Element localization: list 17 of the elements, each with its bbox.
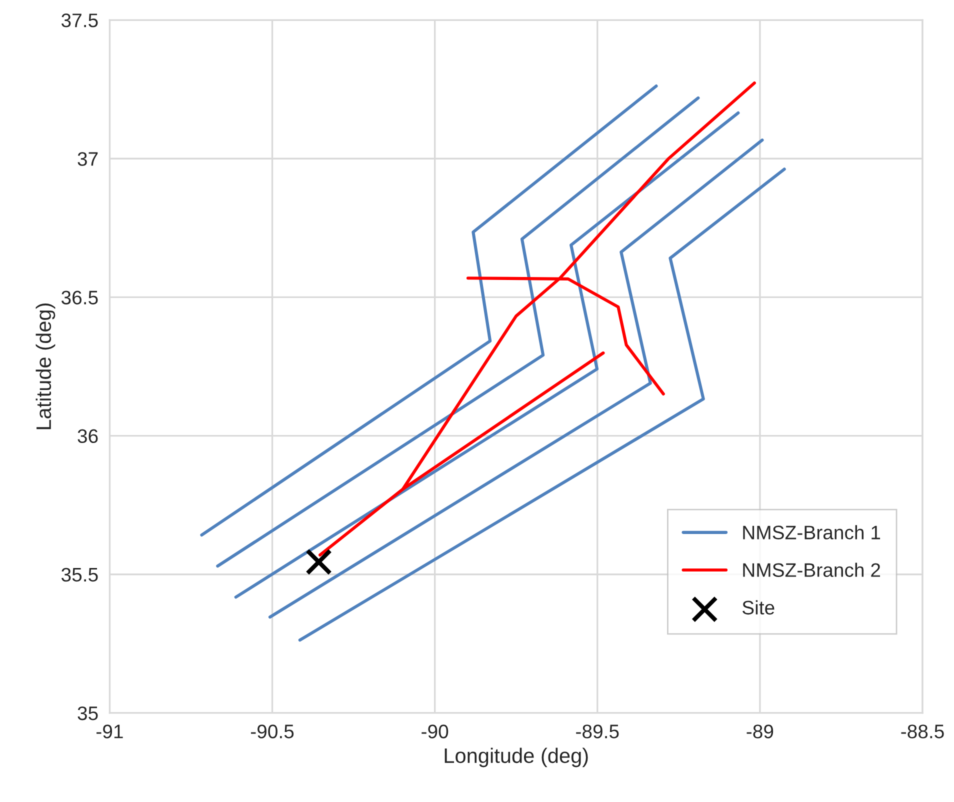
y-tick-label: 35.5: [62, 568, 98, 582]
legend-label: Site: [742, 600, 774, 615]
legend-label: NMSZ-Branch 1: [743, 525, 880, 540]
x-tick-label: -90.5: [250, 724, 294, 738]
y-tick-label: 37.5: [62, 14, 98, 28]
x-tick-label: -90: [422, 724, 448, 738]
y-tick-label: 37: [78, 152, 98, 166]
x-tick-label: -88.5: [901, 724, 944, 738]
legend-label: NMSZ-Branch 2: [743, 562, 880, 577]
x-tick-label: -89: [746, 724, 774, 738]
y-axis-title: Latitude (deg): [36, 304, 56, 430]
x-tick-label: -91: [96, 724, 123, 738]
x-axis-title: Longitude (deg): [444, 748, 588, 768]
y-tick-label: 36.5: [62, 290, 98, 304]
y-tick-label: 36: [78, 429, 98, 444]
y-tick-label: 35: [78, 706, 98, 720]
x-tick-label: -89.5: [576, 724, 619, 738]
